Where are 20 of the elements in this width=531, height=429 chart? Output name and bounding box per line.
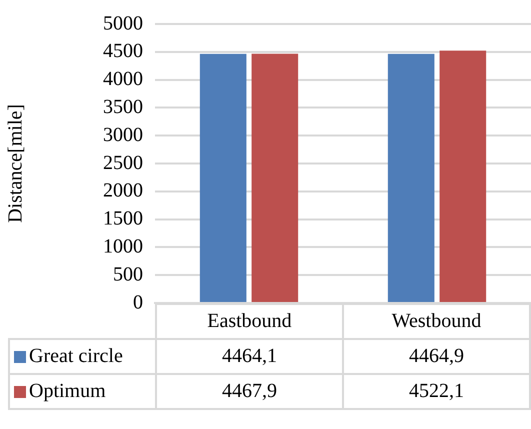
data-label: 4467,9: [156, 374, 343, 409]
y-tick-label: 4000: [103, 68, 143, 90]
data-label: 4464,9: [342, 339, 530, 374]
y-tick-label: 3500: [103, 96, 143, 118]
y-tick-label: 3000: [103, 124, 143, 146]
y-tick-label: 2000: [103, 180, 143, 202]
y-tick-label: 1500: [103, 208, 143, 230]
x-tick-label: Eastbound: [156, 304, 343, 339]
y-tick-label: 5000: [103, 12, 143, 34]
data-label: 4522,1: [342, 374, 530, 409]
y-tick-label: 0: [133, 291, 143, 314]
y-tick-label: 1000: [103, 235, 143, 258]
y-tick-label: 4500: [103, 40, 143, 62]
legend-label: Optimum: [9, 374, 156, 409]
legend-label: Great circle: [9, 339, 156, 374]
x-tick-label: Westbound: [342, 304, 530, 339]
y-axis-title: Distance[mile]: [4, 104, 26, 223]
data-label: 4464,1: [156, 339, 343, 374]
y-tick-label: 2500: [103, 152, 143, 174]
y-tick-label: 500: [113, 263, 143, 286]
